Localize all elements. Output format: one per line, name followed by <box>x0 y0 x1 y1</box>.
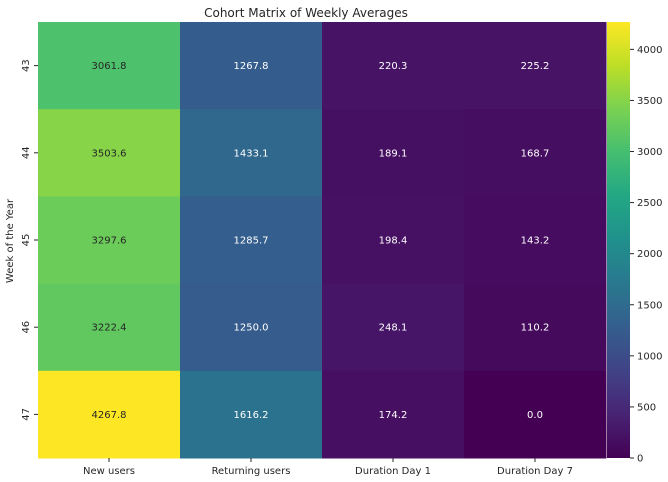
heatmap-cell <box>464 370 607 459</box>
heatmap-cell-labels: 3061.8 1267.8 220.3 225.2 3503.6 1433.1 189.1 1… <box>92 61 550 421</box>
cell-value-label: 1285.7 <box>234 236 269 247</box>
heatmap-cell <box>322 196 465 285</box>
cell-value-label: 220.3 <box>379 61 408 72</box>
heatmap-cell <box>464 22 607 110</box>
heatmap-cell <box>322 22 465 110</box>
heatmap-cell <box>180 22 323 110</box>
heatmap-cells <box>38 22 607 459</box>
cell-value-label: 189.1 <box>379 148 408 159</box>
cell-value-label: 4267.8 <box>92 410 127 421</box>
colorbar-tick-label: 0 <box>637 454 643 465</box>
cell-value-label: 248.1 <box>379 323 408 334</box>
y-tick-label: 45 <box>21 234 32 247</box>
colorbar: 0 500 1000 1500 2000 2500 3000 3500 4000 <box>607 22 662 465</box>
y-tick-label: 47 <box>21 408 32 421</box>
x-tick-label: Returning users <box>212 466 291 477</box>
cell-value-label: 168.7 <box>521 148 550 159</box>
x-tick-label: Duration Day 1 <box>355 466 431 477</box>
colorbar-tick-label: 1500 <box>637 300 662 311</box>
x-tick-label: New users <box>83 466 135 477</box>
y-tick-label: 43 <box>21 59 32 72</box>
cell-value-label: 110.2 <box>521 323 550 334</box>
cell-value-label: 225.2 <box>521 61 550 72</box>
cell-value-label: 3061.8 <box>92 61 127 72</box>
heatmap-cell <box>322 370 465 459</box>
y-axis-ticks: 43 44 45 46 47 <box>21 59 38 421</box>
colorbar-tick-label: 2000 <box>637 249 662 260</box>
heatmap-cell <box>464 109 607 197</box>
cell-value-label: 1616.2 <box>234 410 269 421</box>
cell-value-label: 1433.1 <box>234 148 269 159</box>
heatmap-cell <box>322 283 465 372</box>
heatmap-cell <box>180 109 323 197</box>
colorbar-tick-label: 1000 <box>637 351 662 362</box>
heatmap-cell <box>464 196 607 285</box>
colorbar-tick-label: 3500 <box>637 96 662 107</box>
heatmap-cell <box>180 196 323 285</box>
y-tick-label: 44 <box>21 146 32 159</box>
colorbar-tick-label: 2500 <box>637 198 662 209</box>
cell-value-label: 143.2 <box>521 236 550 247</box>
cell-value-label: 0.0 <box>527 410 543 421</box>
heatmap-cell <box>38 22 181 110</box>
heatmap-cell <box>38 109 181 197</box>
cell-value-label: 198.4 <box>379 236 408 247</box>
x-tick-label: Duration Day 7 <box>497 466 573 477</box>
heatmap-cell <box>180 283 323 372</box>
heatmap-cell <box>38 283 181 372</box>
heatmap-cell <box>180 370 323 459</box>
cell-value-label: 1267.8 <box>234 61 269 72</box>
colorbar-tick-label: 4000 <box>637 45 662 56</box>
chart-title: Cohort Matrix of Weekly Averages <box>204 6 408 20</box>
y-axis-label: Week of the Year <box>5 198 16 283</box>
heatmap-cell <box>38 196 181 285</box>
cell-value-label: 3503.6 <box>92 148 127 159</box>
heatmap-cell <box>464 283 607 372</box>
colorbar-tick-label: 500 <box>637 402 656 413</box>
colorbar-gradient <box>607 22 630 458</box>
heatmap-cell <box>38 370 181 459</box>
heatmap-cell <box>322 109 465 197</box>
cell-value-label: 1250.0 <box>234 323 269 334</box>
y-tick-label: 46 <box>21 321 32 334</box>
cell-value-label: 174.2 <box>379 410 408 421</box>
colorbar-tick-label: 3000 <box>637 147 662 158</box>
cell-value-label: 3222.4 <box>92 323 127 334</box>
cell-value-label: 3297.6 <box>92 236 127 247</box>
x-axis-ticks: New users Returning users Duration Day 1 Du… <box>83 458 573 477</box>
